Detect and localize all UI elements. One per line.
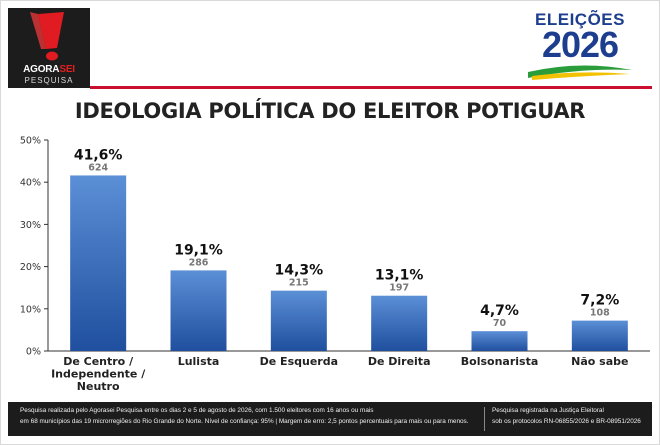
registration-note: Pesquisa registrada na Justiça Eleitoral… bbox=[492, 406, 650, 427]
bar-count-label: 197 bbox=[389, 283, 409, 294]
category-label: De Centro / bbox=[63, 355, 134, 368]
footer-divider bbox=[484, 407, 485, 431]
y-tick-label: 50% bbox=[20, 136, 41, 147]
bar-value-label: 13,1% bbox=[375, 268, 424, 284]
chart-title: IDEOLOGIA POLÍTICA DO ELEITOR POTIGUAR bbox=[74, 99, 586, 123]
y-tick-label: 30% bbox=[20, 220, 41, 231]
footer: Pesquisa realizada pelo Agorasei Pesquis… bbox=[8, 402, 652, 436]
bar-count-label: 70 bbox=[493, 318, 507, 329]
bar bbox=[571, 320, 628, 351]
bar bbox=[371, 295, 428, 351]
category-label: Não sabe bbox=[571, 355, 628, 368]
bar-chart: 0% 10% 20% 30% 40% 50% 41,6%624 De Centro /Inde… bbox=[20, 136, 650, 393]
category-label: Bolsonarista bbox=[461, 355, 539, 368]
bar-count-label: 286 bbox=[189, 257, 209, 268]
bar bbox=[70, 175, 127, 351]
registration-line-2: sob os protocolos RN-06855/2026 e BR-089… bbox=[492, 417, 641, 425]
exclamation-logo-icon bbox=[30, 12, 64, 61]
bar-count-label: 215 bbox=[289, 278, 309, 289]
y-tick-label: 20% bbox=[20, 262, 41, 273]
methodology-line-1: Pesquisa realizada pelo Agorasei Pesquis… bbox=[20, 407, 374, 414]
header: AGORASEI PESQUISA ELEIÇÕES 2026 bbox=[0, 0, 660, 89]
y-tick-label: 0% bbox=[26, 347, 41, 358]
agorasei-logo: AGORASEI PESQUISA bbox=[8, 8, 90, 88]
category-label: De Esquerda bbox=[260, 355, 338, 368]
bar-value-label: 41,6% bbox=[74, 147, 123, 163]
bar-count-label: 624 bbox=[88, 162, 108, 173]
brand-name: AGORASEI bbox=[8, 64, 90, 75]
bar bbox=[270, 290, 327, 351]
registration-line-1: Pesquisa registrada na Justiça Eleitoral bbox=[492, 407, 604, 414]
bar-value-label: 14,3% bbox=[275, 263, 324, 279]
category-label: Neutro bbox=[77, 380, 120, 393]
bar-count-label: 108 bbox=[590, 308, 610, 319]
methodology-line-2: em 68 municípios das 19 microrregiões do… bbox=[20, 417, 469, 425]
bar-value-label: 4,7% bbox=[480, 303, 519, 319]
brand-pesquisa: PESQUISA bbox=[24, 76, 74, 85]
bar bbox=[170, 270, 227, 351]
methodology-note: Pesquisa realizada pelo Agorasei Pesquis… bbox=[20, 406, 475, 427]
eleicoes-2026-logo: ELEIÇÕES 2026 bbox=[520, 10, 640, 82]
brand-agora: AGORA bbox=[23, 64, 60, 75]
brand-sei: SEI bbox=[59, 64, 75, 75]
election-year: 2026 bbox=[541, 24, 619, 65]
flag-swoosh-icon bbox=[528, 65, 632, 80]
y-tick-label: 10% bbox=[20, 304, 41, 315]
header-divider bbox=[90, 86, 652, 89]
eleicoes-text: ELEIÇÕES bbox=[535, 10, 625, 29]
category-label: Lulista bbox=[178, 355, 220, 368]
y-tick-label: 40% bbox=[20, 178, 41, 189]
bar-value-label: 19,1% bbox=[174, 242, 223, 258]
bar bbox=[471, 331, 528, 351]
bar-value-label: 7,2% bbox=[580, 293, 619, 309]
category-label: De Direita bbox=[368, 355, 431, 368]
category-label: Independente / bbox=[51, 368, 146, 381]
